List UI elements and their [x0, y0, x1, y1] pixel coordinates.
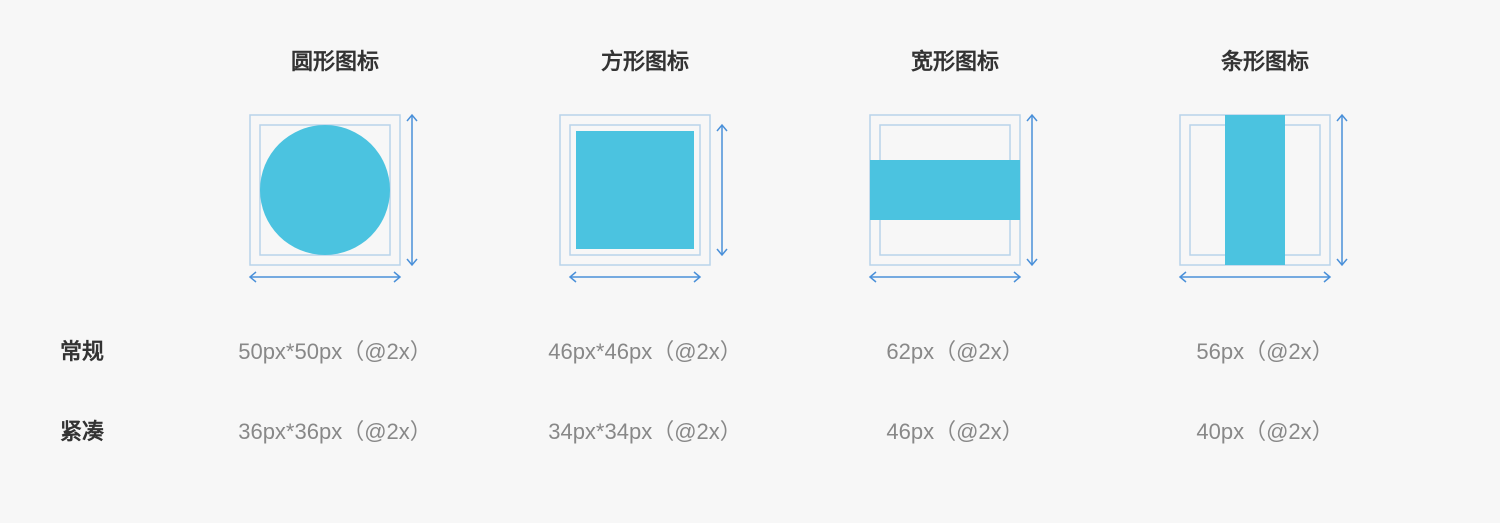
icon-spec-grid: 圆形图标 方形图标 宽形图标 条形图标 — [0, 0, 1500, 470]
row-label-compact: 紧凑 — [40, 414, 104, 446]
cell-wide-compact: 46px（@2x） — [886, 414, 1023, 446]
square-icon-diagram — [550, 105, 740, 295]
circle-icon-diagram — [240, 105, 430, 295]
wide-icon-diagram — [860, 105, 1050, 295]
row-label-regular: 常规 — [40, 334, 104, 366]
col-header-wide: 宽形图标 — [911, 44, 999, 76]
cell-square-compact: 34px*34px（@2x） — [548, 414, 742, 446]
cell-circle-regular: 50px*50px（@2x） — [238, 334, 432, 366]
cell-tall-regular: 56px（@2x） — [1196, 334, 1333, 366]
diagram-square — [550, 105, 740, 295]
cell-circle-compact: 36px*36px（@2x） — [238, 414, 432, 446]
col-header-square: 方形图标 — [601, 44, 689, 76]
col-header-tall: 条形图标 — [1221, 44, 1309, 76]
col-header-circle: 圆形图标 — [291, 44, 379, 76]
cell-wide-regular: 62px（@2x） — [886, 334, 1023, 366]
diagram-wide — [860, 105, 1050, 295]
tall-icon-diagram — [1170, 105, 1360, 295]
diagram-tall — [1170, 105, 1360, 295]
cell-tall-compact: 40px（@2x） — [1196, 414, 1333, 446]
cell-square-regular: 46px*46px（@2x） — [548, 334, 742, 366]
diagram-circle — [240, 105, 430, 295]
